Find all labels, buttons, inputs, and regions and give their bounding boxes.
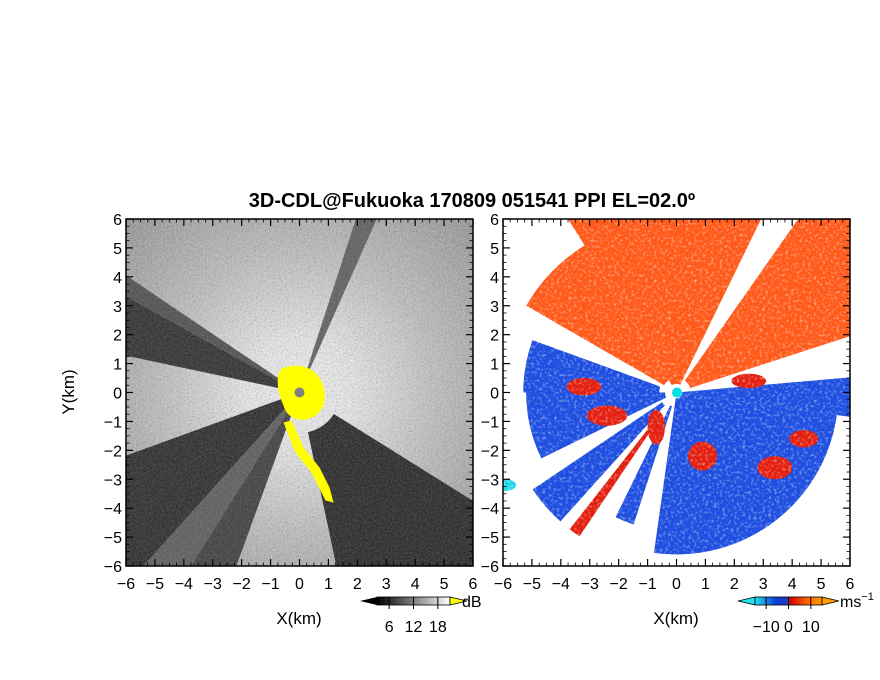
y-tick-label: −4 <box>104 501 122 518</box>
axis-ticks-right <box>502 218 851 567</box>
y-tick-label: −4 <box>481 501 499 518</box>
x-tick-label: 6 <box>846 576 855 593</box>
y-tick-label: 3 <box>113 299 122 316</box>
x-tick-label: 0 <box>672 576 681 593</box>
x-tick-label: −6 <box>117 576 135 593</box>
unit-exponent: −1 <box>861 591 874 603</box>
y-tick-label: 6 <box>490 212 499 229</box>
x-tick-label: −2 <box>610 576 628 593</box>
colorbar-unit-right: ms−1 <box>840 591 874 611</box>
x-tick-labels-left: −6 −5 −4 −3 −2 −1 0 1 2 3 4 5 6 <box>117 576 478 593</box>
y-tick-labels-right: 6 5 4 3 2 1 0 −1 −2 −3 −4 −5 −6 <box>481 212 499 576</box>
chart-title: 3D-CDL@Fukuoka 170809 051541 PPI EL=02.0… <box>249 190 695 212</box>
x-tick-label: 2 <box>353 576 362 593</box>
x-tick-label: 1 <box>701 576 710 593</box>
x-tick-label: 4 <box>411 576 420 593</box>
colorbar-unit-left: dB <box>462 594 482 611</box>
x-axis-label-left: X(km) <box>276 609 321 628</box>
echo-strip <box>283 420 334 503</box>
colorbar-tick-label: 6 <box>385 619 394 636</box>
y-tick-label: 1 <box>490 357 499 374</box>
y-tick-label: −1 <box>481 414 499 431</box>
y-tick-label: −2 <box>104 443 122 460</box>
y-tick-label: 4 <box>490 270 499 287</box>
y-tick-label: 3 <box>490 299 499 316</box>
y-tick-label: 4 <box>113 270 122 287</box>
x-tick-label: −5 <box>523 576 541 593</box>
x-tick-label: −1 <box>638 576 656 593</box>
colorbar-ticks-right: −10 0 10 <box>753 597 820 636</box>
y-tick-label: −6 <box>481 559 499 576</box>
x-tick-label: −3 <box>581 576 599 593</box>
velocity-panel: −6 −5 −4 −3 −2 −1 0 1 2 3 4 5 6 6543210−1−2−3−4−5−6 … <box>481 212 855 628</box>
x-tick-label: −3 <box>204 576 222 593</box>
y-tick-label: −2 <box>481 443 499 460</box>
y-tick-label: −5 <box>481 530 499 547</box>
x-tick-label: −6 <box>494 576 512 593</box>
x-tick-label: 3 <box>382 576 391 593</box>
x-tick-label: −2 <box>233 576 251 593</box>
y-tick-label: −1 <box>104 414 122 431</box>
radar-site-marker <box>294 387 305 398</box>
colorbar-under-arrow-right <box>737 596 756 606</box>
y-tick-label: 5 <box>490 241 499 258</box>
x-tick-label: 1 <box>324 576 333 593</box>
colorbar-over-arrow <box>449 596 468 606</box>
y-tick-label: 1 <box>113 357 122 374</box>
x-axis-label-right: X(km) <box>653 609 698 628</box>
y-tick-label: 0 <box>490 386 499 403</box>
reflectivity-panel: −6 −5 −4 −3 −2 −1 0 1 2 3 4 5 6 6543210−1−2−3−4−5−6 … <box>59 212 478 628</box>
x-tick-label: −4 <box>175 576 193 593</box>
y-tick-label: −5 <box>104 530 122 547</box>
colorbar-tick-label: 18 <box>429 619 447 636</box>
colorbar-tick-label: 10 <box>802 619 820 636</box>
x-tick-label: 0 <box>295 576 304 593</box>
x-tick-label: 4 <box>788 576 797 593</box>
y-tick-label: 2 <box>490 328 499 345</box>
axis-ticks-left <box>125 218 474 567</box>
reflectivity-colorbar: 6 12 18 dB <box>360 594 482 636</box>
y-axis-label: Y(km) <box>59 369 78 414</box>
velocity-colorbar: −10 0 10 ms−1 <box>737 591 874 636</box>
x-tick-label: 5 <box>440 576 449 593</box>
colorbar-ticks-left: 6 12 18 <box>385 597 447 636</box>
y-tick-label: 6 <box>113 212 122 229</box>
x-tick-label: 2 <box>730 576 739 593</box>
x-tick-label: −5 <box>146 576 164 593</box>
radar-site-marker-right <box>672 387 682 398</box>
y-tick-label: −3 <box>104 472 122 489</box>
x-tick-label: −1 <box>261 576 279 593</box>
colorbar-tick-label: −10 <box>753 619 780 636</box>
x-tick-label: 6 <box>469 576 478 593</box>
x-tick-label: 3 <box>759 576 768 593</box>
colorbar-over-arrow-right <box>821 596 840 606</box>
y-tick-label: −3 <box>481 472 499 489</box>
y-tick-labels-left: 6 5 4 3 2 1 0 −1 −2 −3 −4 −5 −6 <box>104 212 122 576</box>
unit-base: ms <box>840 594 861 611</box>
x-tick-labels-right: −6 −5 −4 −3 −2 −1 0 1 2 3 4 5 6 <box>494 576 855 593</box>
x-tick-label: 5 <box>817 576 826 593</box>
y-tick-label: −6 <box>104 559 122 576</box>
y-tick-label: 0 <box>113 386 122 403</box>
colorbar-tick-label: 12 <box>405 619 423 636</box>
colorbar-tick-label: 0 <box>784 619 793 636</box>
y-tick-label: 2 <box>113 328 122 345</box>
colorbar-under-arrow <box>360 597 377 605</box>
x-tick-label: −4 <box>552 576 570 593</box>
y-tick-label: 5 <box>113 241 122 258</box>
